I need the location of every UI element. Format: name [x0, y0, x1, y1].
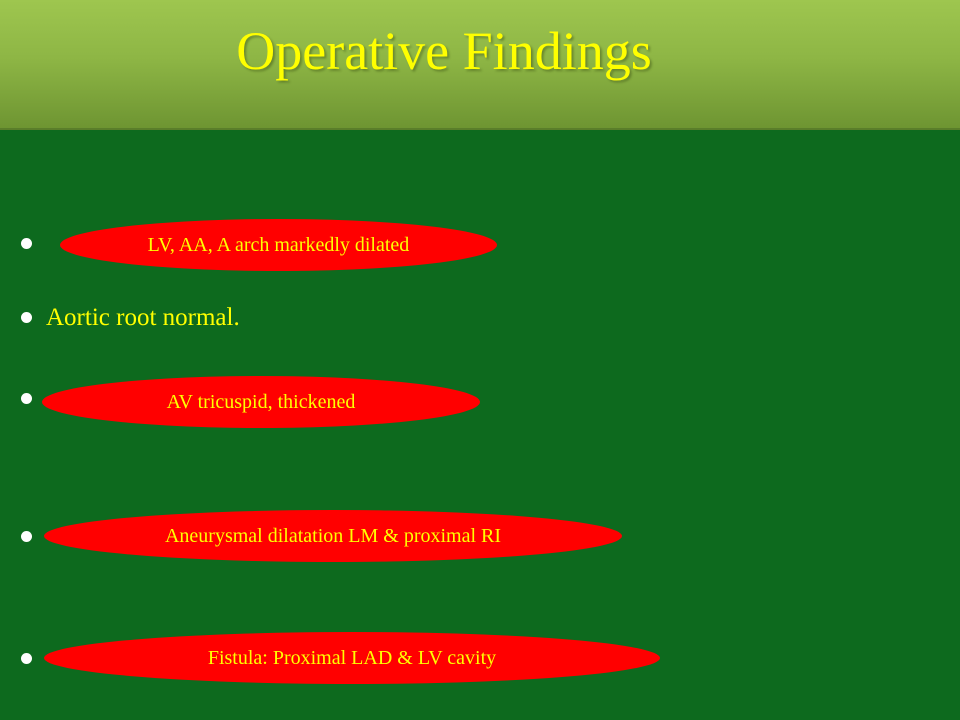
title-bar: Operative Findings — [0, 0, 960, 130]
bullet-icon — [21, 312, 32, 323]
slide-title: Operative Findings — [236, 21, 652, 81]
highlight-oval: LV, AA, A arch markedly dilated — [60, 219, 497, 271]
bullet-text: Aneurysmal dilatation LM & proximal RI — [164, 524, 502, 547]
highlight-oval: Fistula: Proximal LAD & LV cavity — [44, 632, 660, 684]
bullet-text: AV tricuspid, thickened — [166, 390, 356, 413]
bullet-text: Aortic root normal. — [46, 304, 240, 331]
highlight-oval: AV tricuspid, thickened — [42, 376, 480, 428]
bullet-text: Fistula: Proximal LAD & LV cavity — [207, 646, 497, 669]
bullet-icon — [21, 531, 32, 542]
bullet-icon — [21, 393, 32, 404]
highlight-oval: Aneurysmal dilatation LM & proximal RI — [44, 510, 622, 562]
bullet-icon — [21, 238, 32, 249]
bullet-text: LV, AA, A arch markedly dilated — [147, 233, 410, 256]
bullet-icon — [21, 653, 32, 664]
